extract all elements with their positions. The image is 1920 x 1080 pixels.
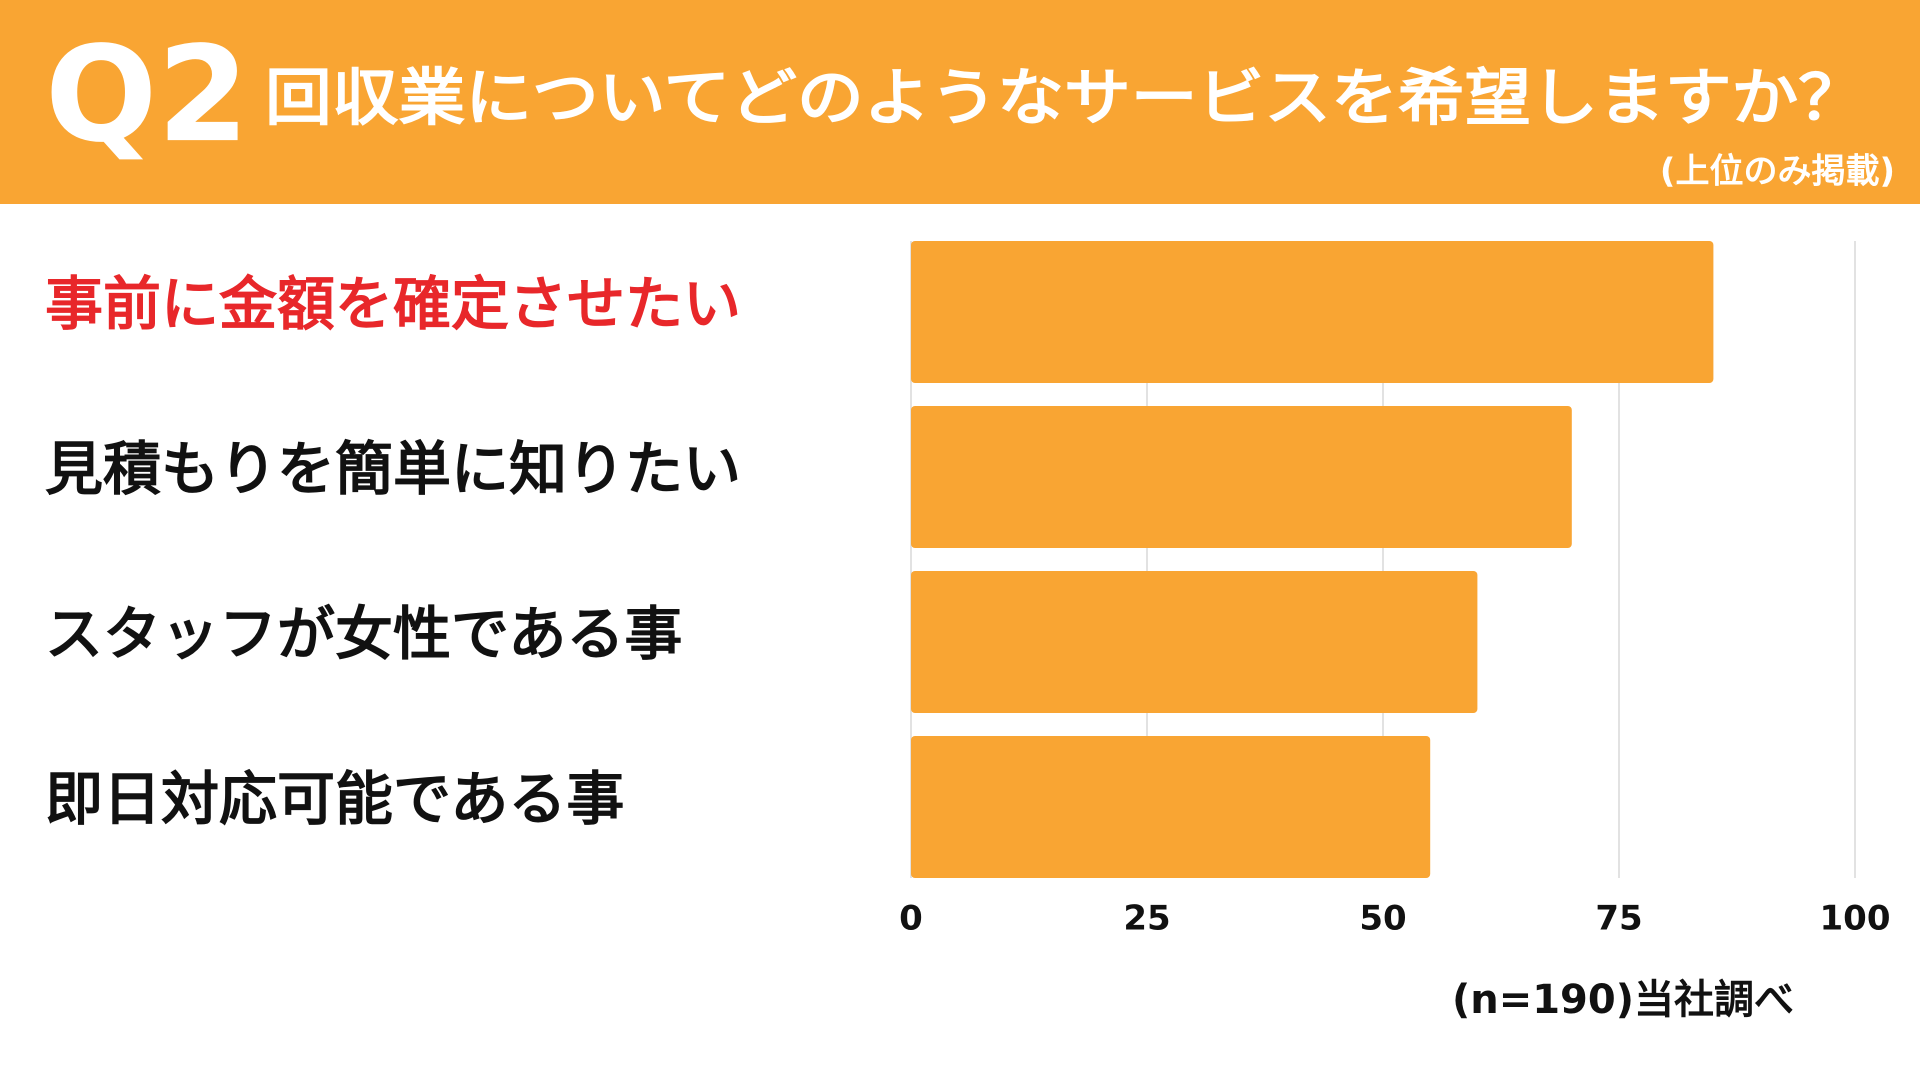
x-tick-label: 0 — [899, 899, 923, 939]
bar — [911, 571, 1478, 713]
category-label: 即日対応可能である事 — [45, 765, 624, 833]
category-label: 見積もりを簡単に知りたい — [45, 435, 741, 503]
bar — [911, 406, 1572, 548]
note: (n=190)当社調べ — [1452, 977, 1794, 1023]
bar — [911, 736, 1431, 878]
x-tick-label: 25 — [1123, 899, 1170, 939]
chart-subtitle: (上位のみ掲載) — [1660, 152, 1895, 192]
bar — [911, 241, 1714, 383]
question-label: Q2 — [45, 18, 249, 172]
x-tick-label: 50 — [1359, 899, 1406, 939]
x-tick-label: 75 — [1595, 899, 1642, 939]
x-tick-label: 100 — [1820, 899, 1891, 939]
header-band — [0, 0, 1920, 204]
chart-title: 回収業についてどのようなサービスを希望しますか？ — [265, 61, 1865, 134]
category-label: スタッフが女性である事 — [45, 600, 682, 668]
category-label: 事前に金額を確定させたい — [45, 270, 741, 338]
